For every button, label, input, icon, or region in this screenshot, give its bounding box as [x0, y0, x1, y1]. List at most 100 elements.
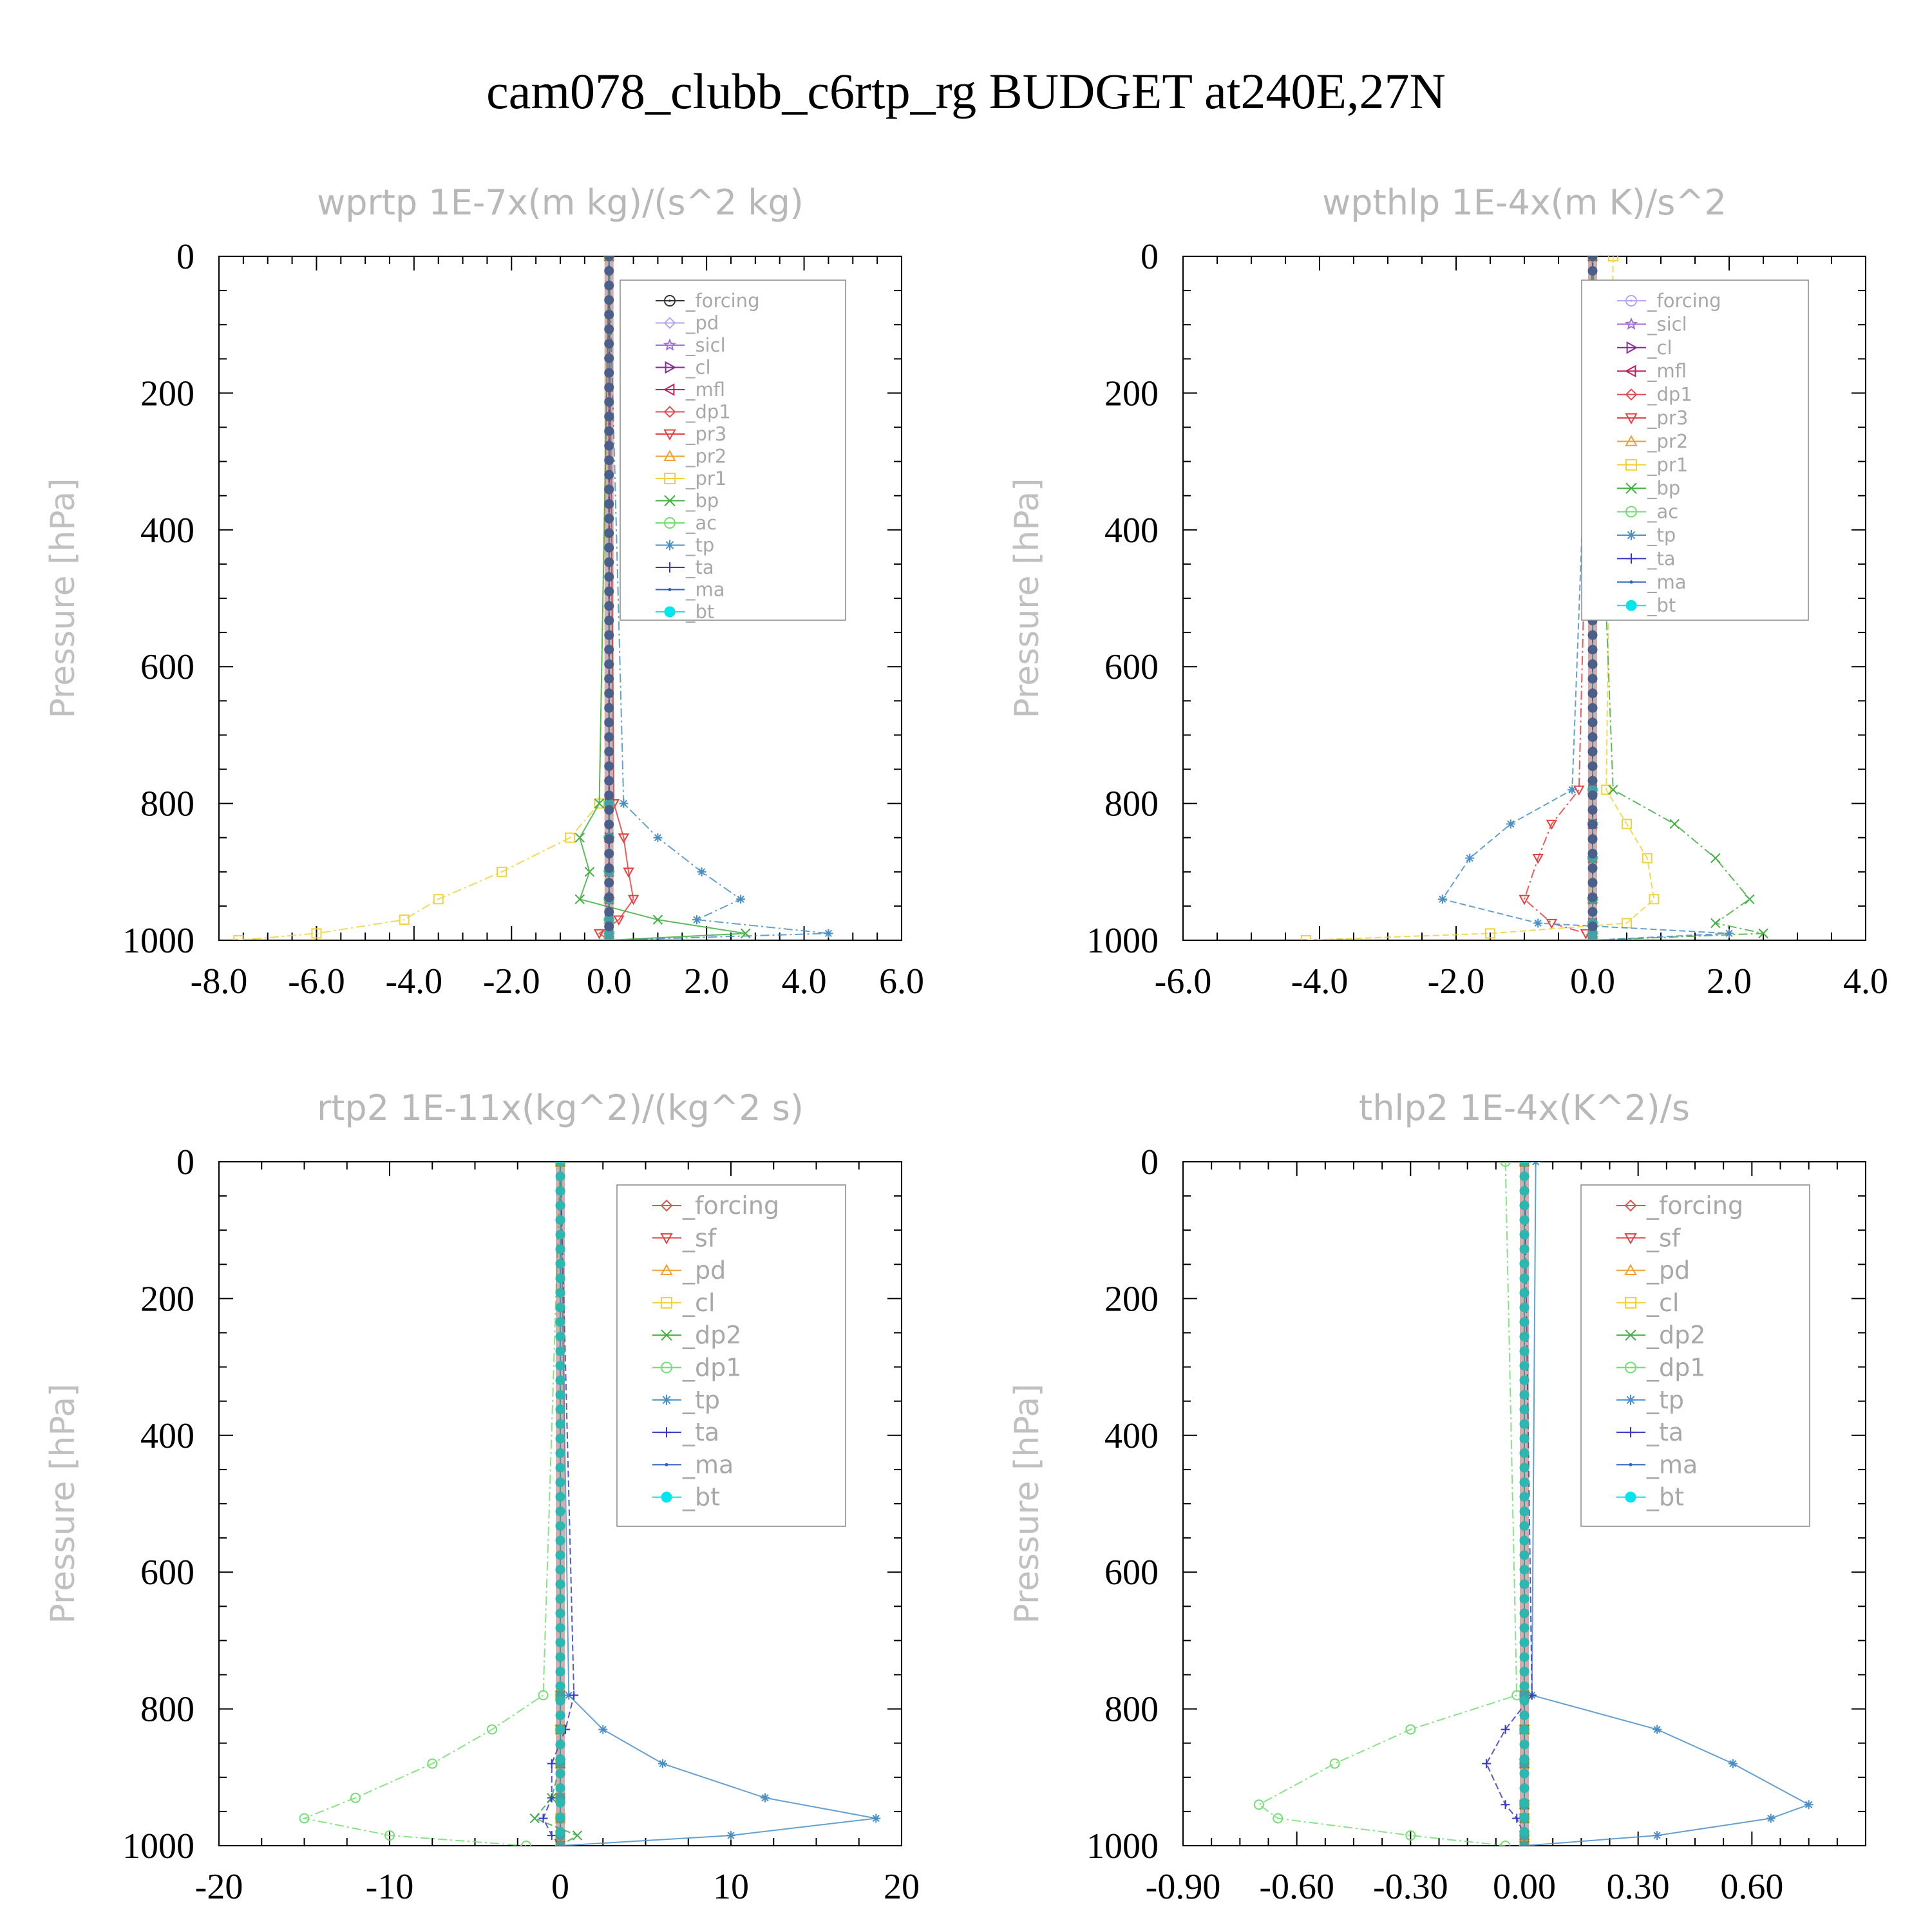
- data-point: [1405, 1830, 1416, 1841]
- series-dp1: [1253, 1162, 1522, 1846]
- legend-item-bt: _bt: [1616, 1483, 1684, 1511]
- zero-marker: [604, 703, 614, 713]
- legend-item-dp1: _dp1: [656, 401, 731, 423]
- legend-item-ac: _ac: [656, 512, 717, 534]
- legend-item-ta: _ta: [1617, 547, 1676, 569]
- chart-panels: wprtp 1E-7x(m kg)/(s^2 kg)02004006008001…: [44, 182, 1888, 1907]
- data-point: [736, 895, 746, 904]
- zero-marker: [1519, 1200, 1530, 1211]
- legend-item-bp: _bp: [1617, 477, 1680, 499]
- data-point: [1758, 928, 1768, 939]
- zero-marker: [604, 280, 614, 290]
- legend-item-cl: _cl: [656, 357, 711, 379]
- data-point: [658, 1759, 667, 1768]
- zero-marker: [1519, 1623, 1530, 1633]
- zero-marker: [555, 1215, 565, 1225]
- zero-marker: [1587, 775, 1598, 786]
- x-tick-label: 10: [713, 1867, 749, 1907]
- series-line: [1523, 256, 1593, 940]
- zero-marker: [555, 1768, 565, 1779]
- zero-marker: [1519, 1550, 1530, 1560]
- data-point: [1567, 785, 1577, 795]
- data-point: [652, 914, 663, 925]
- panel-title: thlp2 1E-4x(K^2)/s: [1359, 1088, 1690, 1128]
- legend-marker: [664, 517, 676, 529]
- panel-4: thlp2 1E-4x(K^2)/s 0 200 400 600 800 1000-0.90…: [1008, 1088, 1866, 1907]
- legend: _forcing _sf _pd _cl _dp2 _dp1 _tp _ta _ma _bt: [1580, 1184, 1810, 1527]
- legend-item-bt: _bt: [1617, 594, 1676, 616]
- series-tp: [1437, 256, 1734, 940]
- data-point: [1573, 785, 1585, 796]
- legend-item-sicl: _sicl: [1617, 313, 1687, 335]
- zero-marker: [1587, 746, 1598, 757]
- y-tick-label: 400: [1104, 1416, 1159, 1456]
- x-tick-label: 0.0: [1570, 961, 1615, 1001]
- y-tick-label: 0: [176, 237, 194, 277]
- zero-marker: [1519, 1535, 1530, 1546]
- data-point: [569, 1690, 579, 1700]
- zero-marker: [604, 499, 614, 509]
- legend-marker: [1624, 1199, 1637, 1212]
- series-tp: [556, 1162, 881, 1846]
- legend-item-pr1: _pr1: [1617, 454, 1688, 476]
- x-tick-label: 0.60: [1720, 1867, 1783, 1907]
- data-point: [1485, 928, 1495, 939]
- y-tick-label: 800: [1104, 1690, 1159, 1730]
- series-dp1: [299, 1162, 565, 1846]
- legend-label: _ta: [1646, 1418, 1683, 1446]
- zero-marker: [555, 1564, 565, 1575]
- legend-item-ma: _ma: [652, 1450, 734, 1479]
- y-tick-label: 400: [140, 511, 194, 551]
- zero-marker: [604, 426, 614, 436]
- legend-item-pd: _pd: [652, 1256, 726, 1285]
- zero-marker: [1519, 1725, 1530, 1735]
- legend-item-ac: _ac: [1617, 501, 1678, 523]
- zero-marker: [604, 295, 614, 305]
- y-axis-label: Pressure [hPa]: [1008, 478, 1046, 719]
- y-tick-label: 200: [140, 1279, 194, 1319]
- legend-label: _bt: [685, 601, 714, 623]
- legend-marker: [1625, 1394, 1636, 1405]
- zero-marker: [1587, 703, 1598, 713]
- legend-marker: [663, 383, 675, 396]
- data-point: [233, 935, 244, 940]
- zero-marker: [604, 630, 614, 640]
- legend-marker: [1625, 506, 1637, 518]
- zero-marker: [1519, 1244, 1530, 1255]
- legend-marker: [1626, 341, 1638, 354]
- legend-marker: [1625, 388, 1638, 401]
- data-point: [521, 1841, 531, 1846]
- x-tick-label: -2.0: [1428, 961, 1485, 1001]
- zero-marker: [604, 513, 614, 524]
- legend-label: _pd: [685, 312, 719, 334]
- series-line: [608, 256, 829, 940]
- legend-item-cl: _cl: [1617, 337, 1672, 359]
- zero-marker: [1519, 1739, 1530, 1750]
- data-point: [1587, 935, 1598, 940]
- zero-marker: [1587, 892, 1598, 902]
- x-tick-label: 4.0: [1843, 961, 1888, 1001]
- legend-box: [1580, 1184, 1810, 1527]
- legend-marker: [660, 1233, 673, 1245]
- x-tick-label: -0.90: [1146, 1867, 1221, 1907]
- zero-marker: [1519, 1162, 1530, 1167]
- data-point: [584, 867, 595, 877]
- legend-item-forcing: _forcing: [656, 290, 760, 312]
- legend-item-tp: _tp: [656, 535, 714, 556]
- data-point: [399, 914, 410, 925]
- legend-marker: [664, 495, 676, 507]
- legend-label: _cl: [685, 357, 711, 379]
- zero-marker: [604, 717, 614, 728]
- legend-item-forcing: _forcing: [1616, 1191, 1743, 1220]
- zero-marker: [555, 1477, 565, 1488]
- zero-marker: [604, 455, 614, 466]
- legend-marker: [663, 406, 676, 418]
- series-line: [1257, 1162, 1518, 1846]
- zero-marker: [555, 1171, 565, 1182]
- data-point: [1501, 1800, 1510, 1810]
- series-tp: [604, 256, 833, 940]
- legend-item-bt: _bt: [656, 601, 714, 623]
- zero-marker: [1519, 1463, 1530, 1473]
- legend-marker: [661, 1296, 672, 1309]
- data-point: [1649, 894, 1660, 905]
